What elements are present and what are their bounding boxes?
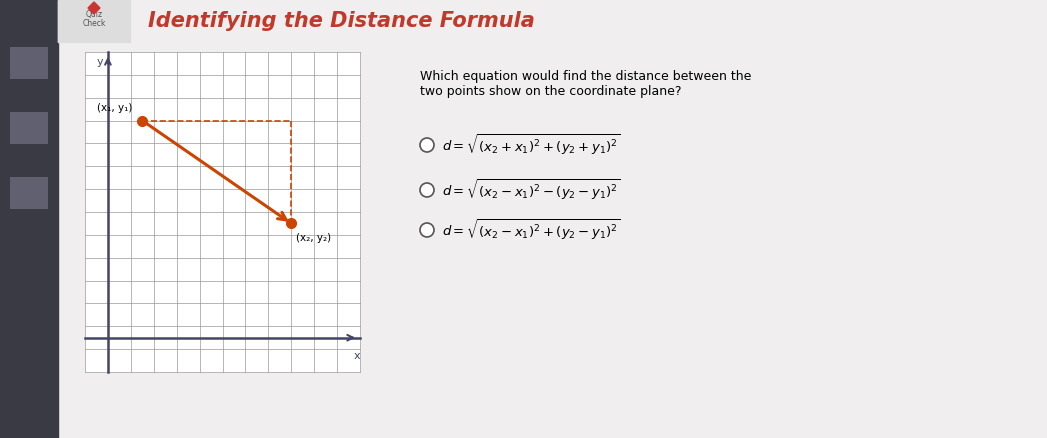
Bar <box>10 112 48 144</box>
Text: y: y <box>96 57 104 67</box>
Bar <box>58 0 1047 42</box>
Circle shape <box>420 183 435 197</box>
Text: x: x <box>354 351 360 361</box>
Text: (x₁, y₁): (x₁, y₁) <box>97 102 132 113</box>
Bar <box>58 0 130 42</box>
Text: Which equation would find the distance between the
two points show on the coordi: Which equation would find the distance b… <box>420 70 752 98</box>
Text: Check: Check <box>83 20 106 28</box>
Text: $d=\sqrt{(x_2+x_1)^2+(y_2+y_1)^2}$: $d=\sqrt{(x_2+x_1)^2+(y_2+y_1)^2}$ <box>442 133 621 157</box>
Bar <box>10 47 48 79</box>
Text: (x₂, y₂): (x₂, y₂) <box>296 233 331 244</box>
Circle shape <box>420 223 435 237</box>
Bar <box>85 52 360 372</box>
Bar <box>0 0 58 438</box>
Circle shape <box>420 138 435 152</box>
Text: $d=\sqrt{(x_2-x_1)^2+(y_2-y_1)^2}$: $d=\sqrt{(x_2-x_1)^2+(y_2-y_1)^2}$ <box>442 218 621 242</box>
Text: $d=\sqrt{(x_2-x_1)^2-(y_2-y_1)^2}$: $d=\sqrt{(x_2-x_1)^2-(y_2-y_1)^2}$ <box>442 178 621 202</box>
Polygon shape <box>88 2 101 14</box>
Text: Identifying the Distance Formula: Identifying the Distance Formula <box>148 11 535 31</box>
Bar <box>10 177 48 209</box>
Text: Quiz: Quiz <box>86 10 103 18</box>
